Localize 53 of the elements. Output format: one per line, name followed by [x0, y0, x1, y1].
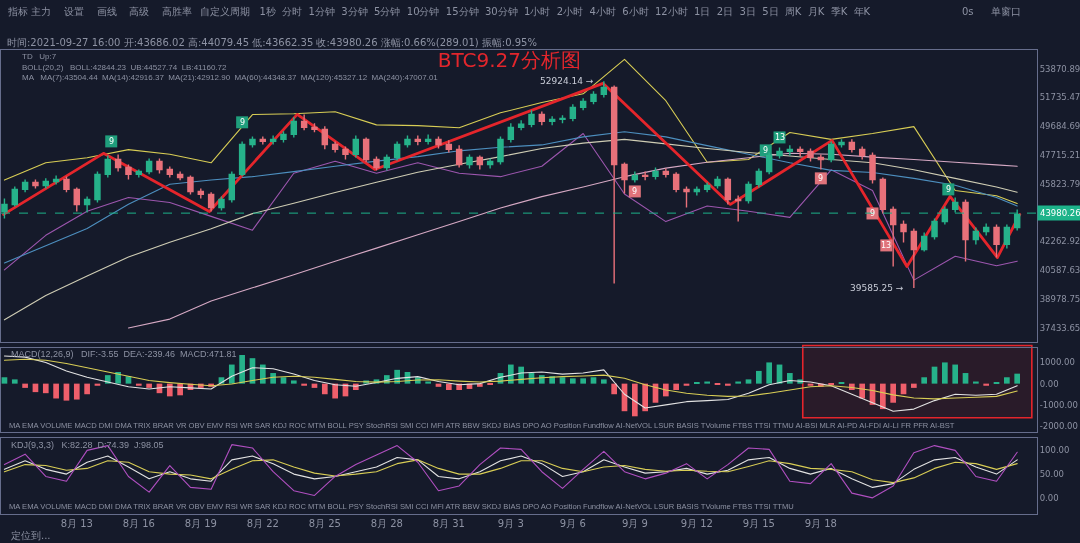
- annotation: MACD(12,26,9) DIF:-3.55 DEA:-239.46 MACD:471.81: [11, 349, 237, 359]
- annotation: 9: [109, 137, 115, 146]
- y-tick-label: 38978.75: [1039, 294, 1080, 305]
- y-tick-label: 45823.79: [1039, 178, 1080, 189]
- text: 自定义周期 1秒 分时 1分钟 3分钟 5分钟 10分钟 15分钟 30分钟 1小时 2小时 4小时 6小时 12小时 1日 2日 3日 5日 周K 月K 季K 年K: [200, 6, 871, 17]
- x-tick-label: 9月 12: [680, 518, 713, 529]
- annotation: 9: [763, 146, 769, 155]
- text: 0s: [962, 6, 974, 17]
- x-tick-label: 9月 9: [621, 518, 648, 529]
- chart-title: BTC9.27分析图: [437, 48, 582, 72]
- x-tick-label: 8月 25: [308, 518, 341, 529]
- annotation: 52924.14 →: [540, 76, 594, 86]
- x-tick-label: 8月 19: [184, 518, 217, 529]
- y-tick-label: 42262.92: [1039, 236, 1080, 247]
- x-tick-label: 8月 28: [370, 518, 403, 529]
- y-tick-label: 53870.89: [1039, 63, 1080, 74]
- y-tick-label: 51735.47: [1039, 92, 1080, 103]
- x-tick-label: 8月 16: [122, 518, 155, 529]
- annotation: 9: [632, 187, 638, 196]
- annotation: TD Up:7: [22, 52, 57, 61]
- y-tick-label: 47715.21: [1039, 150, 1080, 161]
- x-tick-label: 9月 15: [742, 518, 775, 529]
- annotation: KDJ(9,3,3) K:82.28 D:74.39 J:98.05: [11, 440, 164, 450]
- x-tick-label: 9月 3: [497, 518, 524, 529]
- text: 单窗口: [991, 6, 1021, 17]
- x-tick-label: 8月 31: [432, 518, 465, 529]
- annotation: BOLL(20,2) BOLL:42844.23 UB:44527.74 LB:41160.72: [22, 63, 227, 72]
- x-tick-label: 9月 6: [559, 518, 586, 529]
- annotation: 9: [818, 174, 824, 183]
- y-tick-label: 50.00: [1039, 469, 1065, 480]
- x-tick-label: 9月 18: [804, 518, 837, 529]
- annotation: 9: [240, 118, 246, 127]
- y-tick-label: 37433.65: [1039, 322, 1080, 333]
- annotation: 39585.25 →: [850, 283, 904, 293]
- ref-line-label: 43980.26: [1040, 208, 1080, 218]
- y-tick-label: 100.00: [1039, 445, 1070, 456]
- annotation: MA MA(7):43504.44 MA(14):42916.37 MA(21):42912.90 MA(60):44348.37 MA(120):45327.12 MA(240):47007.01: [22, 73, 439, 82]
- y-tick-label: -1000.00: [1039, 399, 1078, 410]
- annotation: 13: [881, 241, 892, 250]
- text: 指标 主力 设置 画线 高级 高胜率: [7, 6, 193, 17]
- y-tick-label: 0.00: [1039, 492, 1059, 503]
- y-tick-label: 1000.00: [1039, 357, 1075, 368]
- y-tick-label: 49684.69: [1039, 121, 1080, 132]
- annotation: 13: [775, 133, 786, 142]
- y-tick-label: -2000.00: [1039, 421, 1078, 432]
- text: 时间:2021-09-27 16:00 开:43686.02 高:44079.45 低:43662.35 收:43980.26 涨幅:0.66%(289.01) 振幅:0.95%: [7, 37, 537, 48]
- text: 定位到...: [11, 530, 51, 541]
- y-tick-label: 40587.63: [1039, 265, 1080, 276]
- annotation: 9: [946, 185, 952, 194]
- y-tick-label: 0.00: [1039, 378, 1059, 389]
- x-tick-label: 8月 13: [60, 518, 93, 529]
- annotation: 9: [870, 209, 876, 218]
- x-tick-label: 8月 22: [246, 518, 279, 529]
